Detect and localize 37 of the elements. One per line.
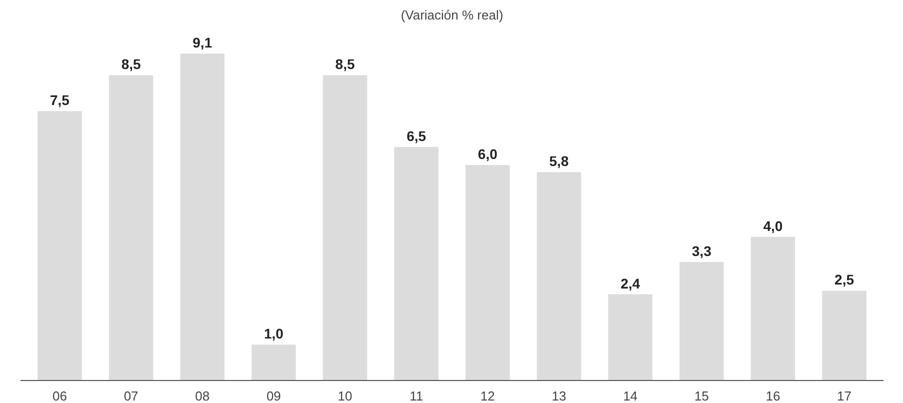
x-tick-label: 13 bbox=[552, 388, 566, 403]
bar bbox=[322, 75, 368, 380]
x-tick-label: 15 bbox=[694, 388, 709, 403]
x-tick-label: 16 bbox=[766, 388, 780, 403]
x-tick-label: 09 bbox=[266, 388, 281, 403]
bar bbox=[38, 111, 82, 380]
data-label: 1,0 bbox=[264, 326, 284, 342]
x-tick-label: 17 bbox=[837, 388, 852, 403]
data-label: 6,5 bbox=[406, 128, 426, 144]
bar bbox=[608, 294, 652, 380]
bar bbox=[680, 262, 724, 380]
x-tick-label: 12 bbox=[480, 388, 495, 403]
data-label: 4,0 bbox=[763, 218, 783, 234]
x-tick-label: 14 bbox=[623, 388, 638, 403]
bar bbox=[394, 147, 438, 380]
chart-title: (Variación % real) bbox=[400, 8, 504, 22]
bar bbox=[466, 164, 510, 380]
bar bbox=[108, 75, 154, 380]
bar bbox=[536, 172, 582, 380]
data-label: 9,1 bbox=[192, 34, 212, 51]
x-tick-label: 11 bbox=[410, 388, 424, 403]
x-tick-label: 08 bbox=[195, 388, 210, 403]
x-tick-label: 10 bbox=[338, 388, 352, 403]
data-label: 3,3 bbox=[692, 242, 712, 259]
data-label: 5,8 bbox=[549, 153, 569, 170]
x-tick-label: 06 bbox=[52, 388, 67, 403]
bar bbox=[750, 236, 796, 380]
data-label: 6,0 bbox=[478, 146, 498, 162]
bar bbox=[252, 344, 296, 380]
bar bbox=[180, 54, 224, 380]
data-label: 2,5 bbox=[834, 272, 854, 288]
x-tick-label: 07 bbox=[124, 388, 138, 403]
bar bbox=[822, 290, 866, 380]
data-label: 8,5 bbox=[121, 56, 141, 72]
data-label: 2,4 bbox=[620, 275, 640, 292]
data-label: 8,5 bbox=[335, 56, 355, 72]
data-label: 7,5 bbox=[50, 92, 70, 108]
